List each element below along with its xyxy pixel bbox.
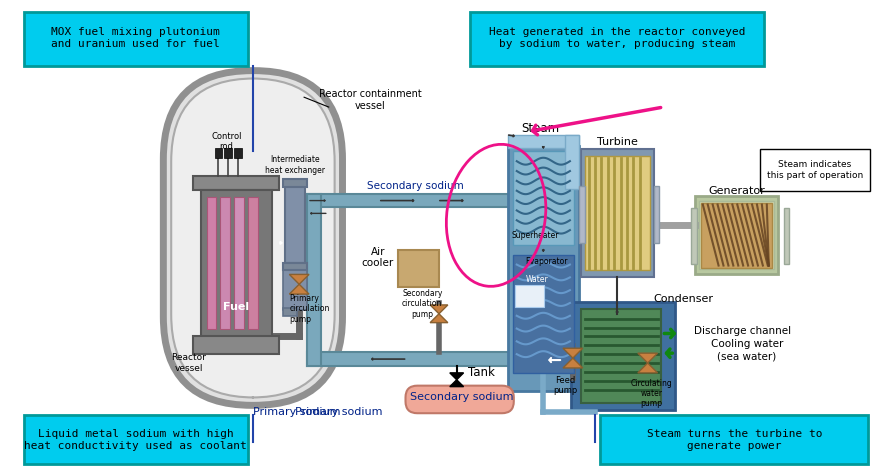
- Text: Superheater: Superheater: [512, 230, 559, 239]
- Polygon shape: [638, 353, 657, 363]
- Text: Steam: Steam: [522, 122, 559, 135]
- Text: Steam indicates
this part of operation: Steam indicates this part of operation: [767, 160, 863, 180]
- Bar: [234, 148, 242, 158]
- Polygon shape: [563, 358, 582, 368]
- Text: Cooling water
(sea water): Cooling water (sea water): [711, 339, 783, 361]
- Bar: [207, 197, 217, 328]
- Bar: [701, 202, 772, 267]
- Bar: [307, 352, 523, 366]
- Bar: [220, 197, 230, 328]
- Bar: [513, 255, 574, 373]
- Bar: [695, 196, 778, 274]
- Bar: [601, 415, 868, 465]
- Polygon shape: [638, 363, 657, 373]
- Polygon shape: [430, 314, 448, 323]
- Bar: [507, 135, 579, 148]
- Bar: [284, 308, 297, 316]
- Bar: [585, 156, 649, 271]
- Text: Turbine: Turbine: [596, 137, 638, 146]
- Text: Air
cooler: Air cooler: [362, 247, 394, 268]
- Bar: [307, 194, 523, 208]
- Polygon shape: [450, 380, 463, 387]
- Text: Primary sodium: Primary sodium: [253, 407, 340, 417]
- Text: Reactor containment
vessel: Reactor containment vessel: [319, 90, 421, 111]
- Bar: [307, 194, 321, 366]
- Bar: [581, 149, 654, 277]
- Bar: [470, 11, 764, 66]
- Bar: [565, 135, 579, 189]
- Text: Fuel: Fuel: [223, 302, 249, 312]
- Bar: [193, 337, 279, 354]
- Bar: [783, 209, 789, 264]
- Bar: [214, 148, 222, 158]
- Polygon shape: [450, 373, 463, 380]
- Text: Secondary
circulation
pump: Secondary circulation pump: [402, 289, 442, 319]
- Polygon shape: [563, 348, 582, 358]
- Bar: [201, 190, 271, 337]
- Bar: [24, 11, 248, 66]
- Text: Condenser: Condenser: [653, 294, 713, 304]
- Bar: [654, 186, 660, 243]
- Text: Secondary sodium: Secondary sodium: [367, 181, 463, 191]
- Text: Circulating
water
pump: Circulating water pump: [631, 379, 672, 409]
- Bar: [234, 197, 244, 328]
- Text: Intermediate
heat exchanger: Intermediate heat exchanger: [265, 155, 325, 175]
- Bar: [507, 146, 579, 391]
- Text: MOX fuel mixing plutonium
and uranium used for fuel: MOX fuel mixing plutonium and uranium us…: [51, 27, 220, 49]
- Polygon shape: [289, 274, 309, 284]
- Text: Water: Water: [526, 275, 548, 284]
- Bar: [571, 302, 675, 410]
- Bar: [284, 179, 307, 187]
- Bar: [513, 151, 574, 245]
- Text: Feed
pump: Feed pump: [553, 376, 577, 395]
- Bar: [581, 309, 662, 403]
- FancyBboxPatch shape: [405, 386, 514, 413]
- Bar: [699, 201, 774, 270]
- Text: Heat generated in the reactor conveyed
by sodium to water, producing steam: Heat generated in the reactor conveyed b…: [489, 27, 745, 49]
- Bar: [193, 176, 279, 190]
- Bar: [225, 148, 233, 158]
- Text: Evaporator: Evaporator: [526, 257, 568, 266]
- Text: Control
rod: Control rod: [211, 132, 241, 151]
- Bar: [284, 263, 307, 271]
- Bar: [515, 285, 544, 307]
- Text: Secondary sodium: Secondary sodium: [410, 392, 514, 402]
- Polygon shape: [289, 284, 309, 294]
- Bar: [510, 194, 523, 366]
- Bar: [24, 415, 248, 465]
- Bar: [284, 271, 307, 310]
- Polygon shape: [430, 305, 448, 314]
- Bar: [691, 209, 697, 264]
- Text: Discharge channel: Discharge channel: [693, 326, 791, 336]
- Bar: [760, 149, 870, 191]
- Text: Generator: Generator: [708, 186, 765, 196]
- FancyBboxPatch shape: [171, 79, 335, 398]
- Bar: [397, 250, 439, 287]
- Text: Liquid metal sodium with high
heat conductivity used as coolant: Liquid metal sodium with high heat condu…: [25, 429, 248, 451]
- Text: Tank: Tank: [468, 366, 495, 379]
- Bar: [579, 186, 585, 243]
- Text: Primary
circulation
pump: Primary circulation pump: [289, 294, 329, 324]
- FancyBboxPatch shape: [163, 71, 343, 405]
- Bar: [248, 197, 258, 328]
- Text: Steam turns the turbine to
generate power: Steam turns the turbine to generate powe…: [647, 429, 822, 451]
- Bar: [285, 184, 305, 263]
- Text: Primary sodium: Primary sodium: [295, 407, 382, 417]
- Text: Reactor
vessel: Reactor vessel: [172, 353, 206, 373]
